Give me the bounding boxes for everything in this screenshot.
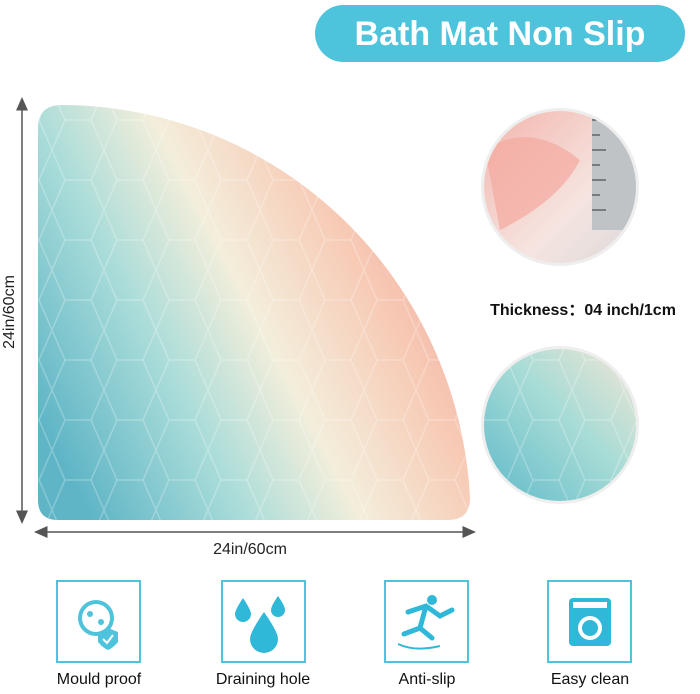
thickness-closeup bbox=[481, 108, 639, 266]
feature-draining-hole bbox=[221, 580, 306, 663]
feature-easy-clean bbox=[547, 580, 632, 663]
feature-label: Draining hole bbox=[216, 671, 310, 688]
feature-label: Easy clean bbox=[551, 671, 629, 688]
thickness-label: Thickness：04 inch/1cm bbox=[490, 302, 676, 319]
width-label: 24in/60cm bbox=[213, 541, 287, 558]
bath-mat bbox=[38, 105, 470, 520]
feature-mould-proof bbox=[56, 580, 141, 663]
feature-anti-slip bbox=[384, 580, 469, 663]
texture-closeup bbox=[481, 346, 639, 504]
feature-label: Anti-slip bbox=[399, 671, 456, 688]
feature-label: Mould proof bbox=[57, 671, 142, 688]
title-pill bbox=[315, 5, 685, 62]
title: Bath Mat Non Slip bbox=[355, 15, 646, 53]
height-label: 24in/60cm bbox=[1, 275, 18, 349]
